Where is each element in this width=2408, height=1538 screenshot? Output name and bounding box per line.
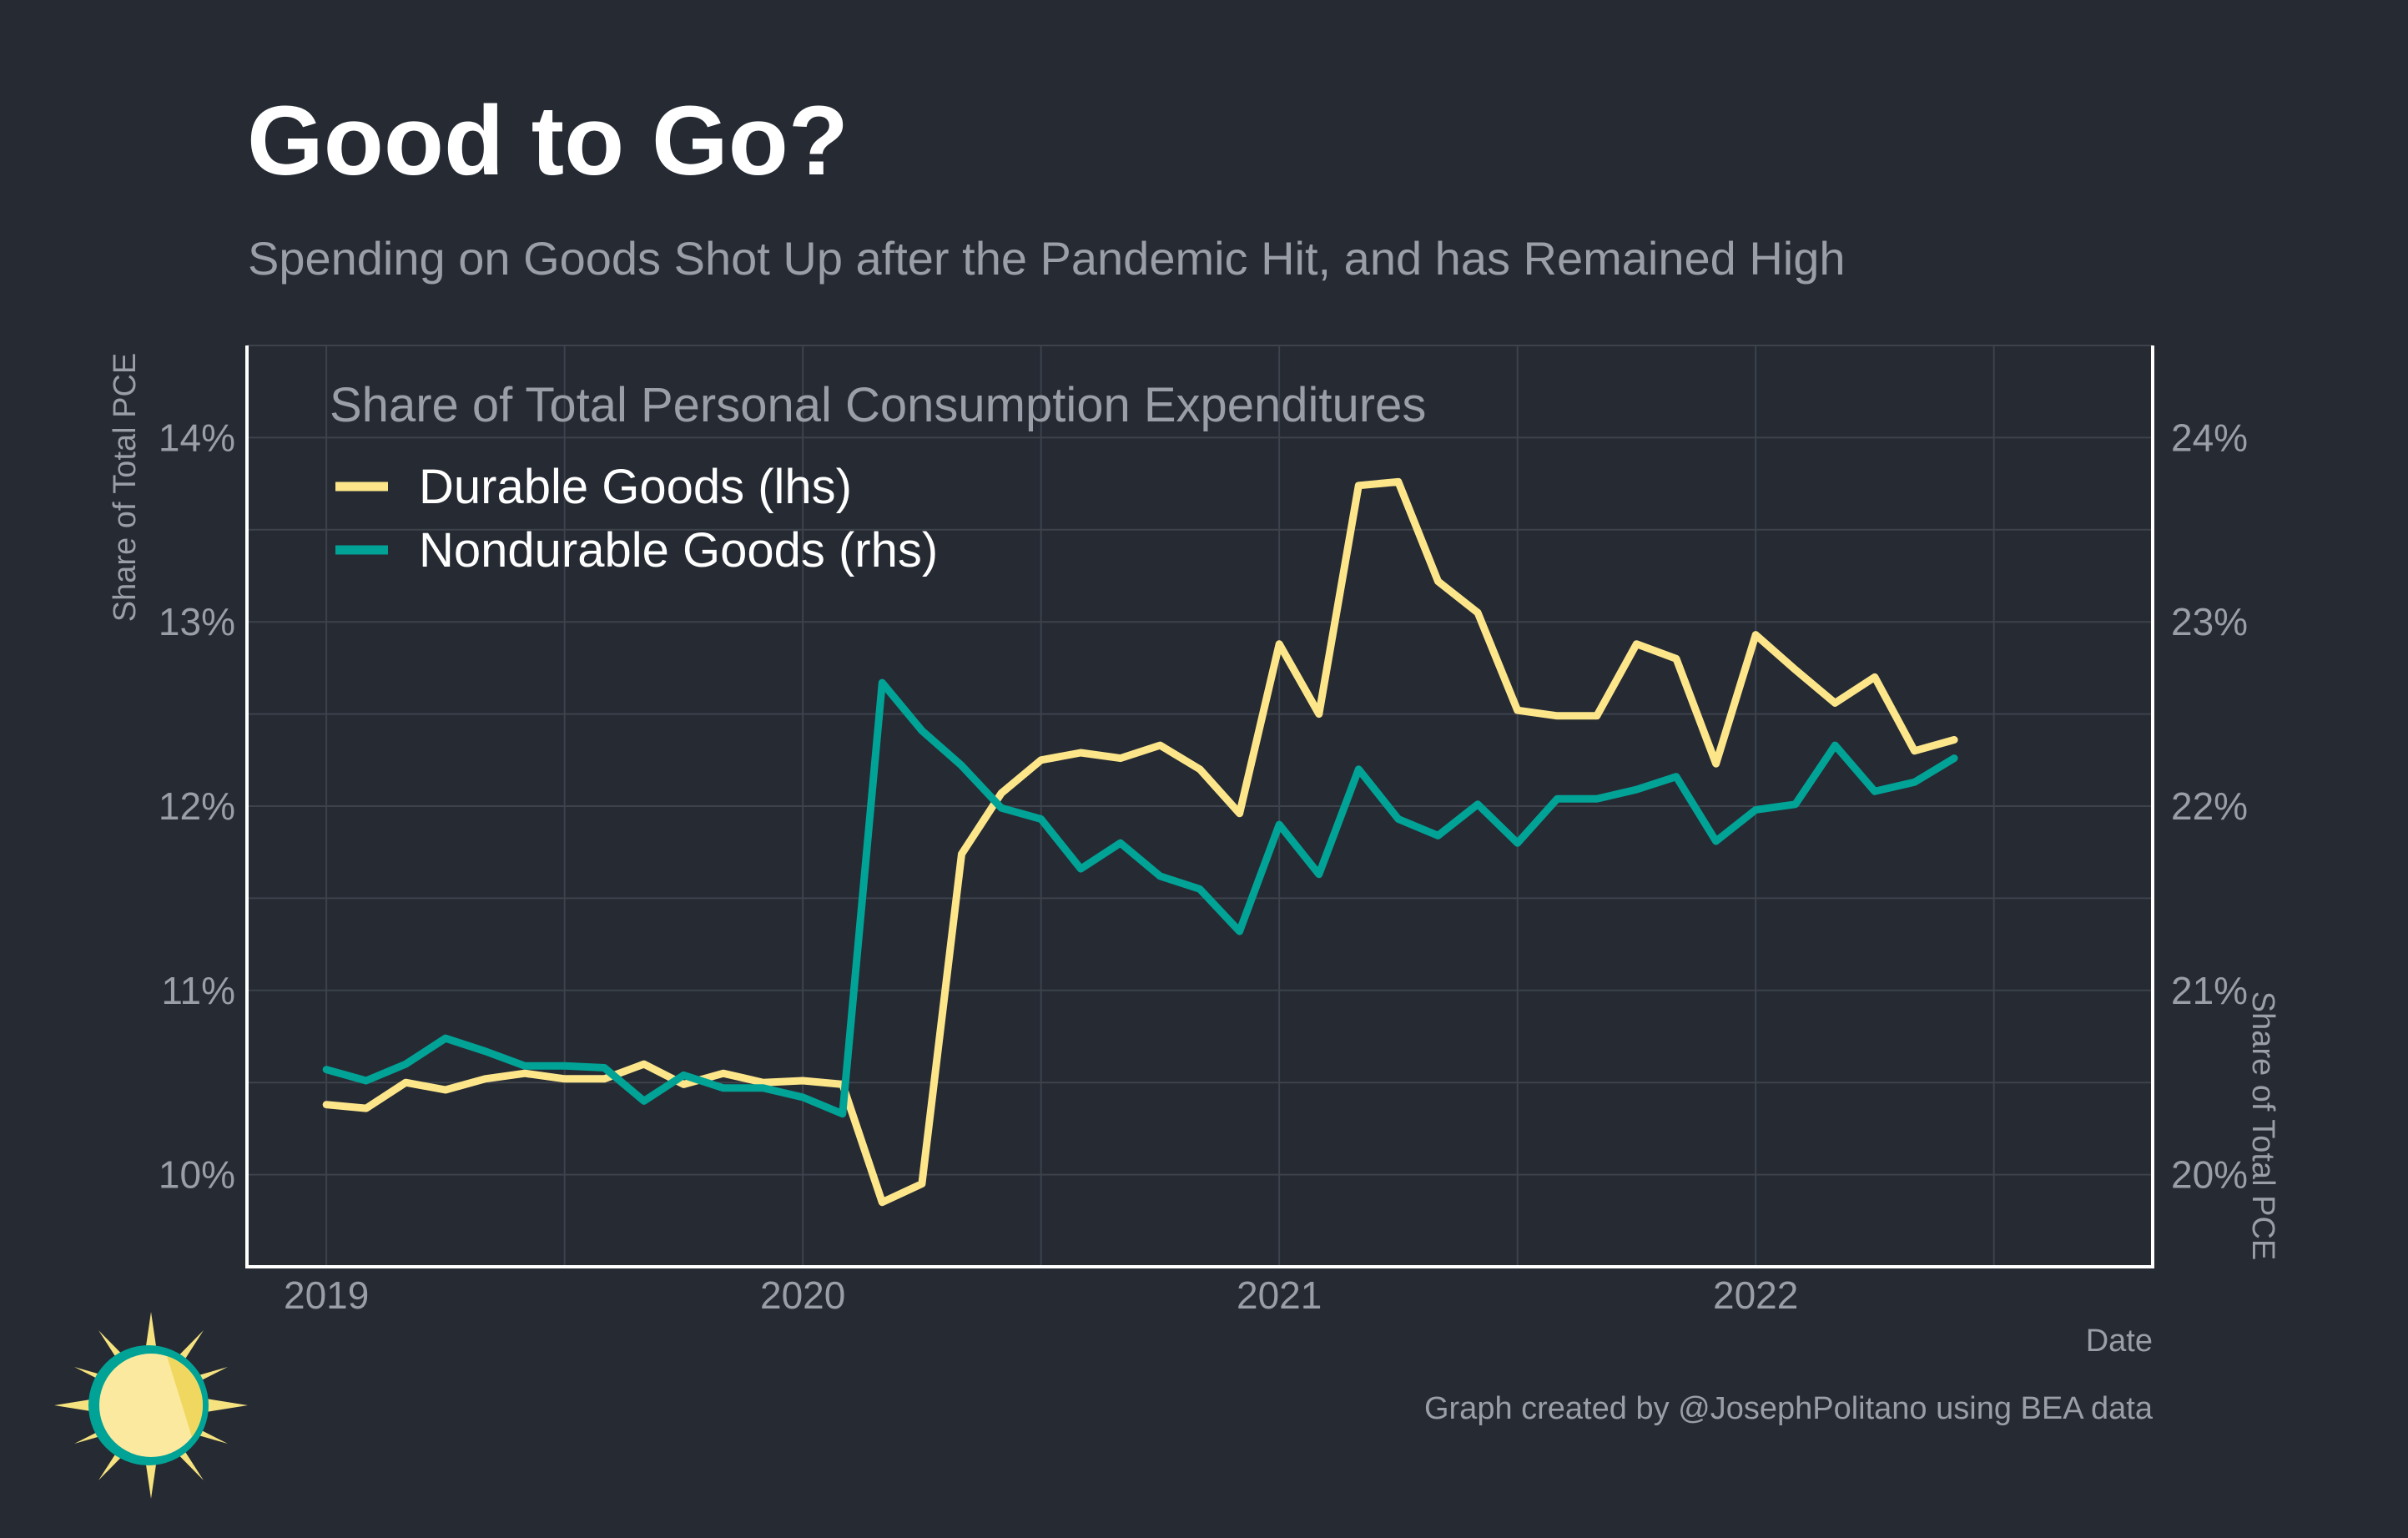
chart-title: Good to Go? [247, 86, 849, 196]
y-right-tick-label: 22% [2171, 784, 2248, 828]
axes: 10% 11% 12% 13% 14% 20% 21% 22% 23% 24% 2019 2020 20… [159, 345, 2248, 1317]
source-caption: Graph created by @JosephPolitano using B… [1424, 1391, 2154, 1426]
x-tick-label: 2022 [1713, 1273, 1798, 1317]
x-tick-label: 2021 [1237, 1273, 1322, 1317]
legend-title: Share of Total Personal Consumption Expe… [330, 378, 1426, 432]
y-left-tick-label: 11% [161, 969, 235, 1012]
y-left-tick-label: 14% [159, 416, 235, 459]
y-axis-left-title: Share of Total PCE [108, 353, 143, 622]
y-axis-right-title: Share of Total PCE [2245, 991, 2280, 1260]
grid-lines [247, 345, 2153, 1268]
series-lines [322, 477, 1958, 1207]
chart-subtitle: Spending on Goods Shot Up after the Pand… [248, 232, 1846, 285]
legend-label-durable: Durable Goods (lhs) [419, 460, 852, 514]
x-tick-label: 2020 [760, 1273, 845, 1317]
y-right-tick-label: 24% [2171, 416, 2248, 459]
durable-goods-line [322, 477, 1958, 1207]
x-tick-label: 2019 [284, 1273, 369, 1317]
y-left-tick-label: 12% [159, 784, 235, 828]
legend-label-nondurable: Nondurable Goods (rhs) [419, 523, 938, 577]
y-left-tick-label: 13% [159, 600, 235, 643]
y-right-tick-label: 20% [2171, 1153, 2248, 1197]
y-left-tick-label: 10% [159, 1153, 235, 1197]
x-axis-title: Date [2086, 1324, 2153, 1359]
nondurable-goods-line [322, 678, 1958, 1118]
y-right-tick-label: 23% [2171, 600, 2248, 643]
legend: Share of Total Personal Consumption Expe… [330, 378, 1426, 577]
sun-logo-icon [54, 1312, 248, 1499]
y-right-tick-label: 21% [2171, 969, 2248, 1012]
